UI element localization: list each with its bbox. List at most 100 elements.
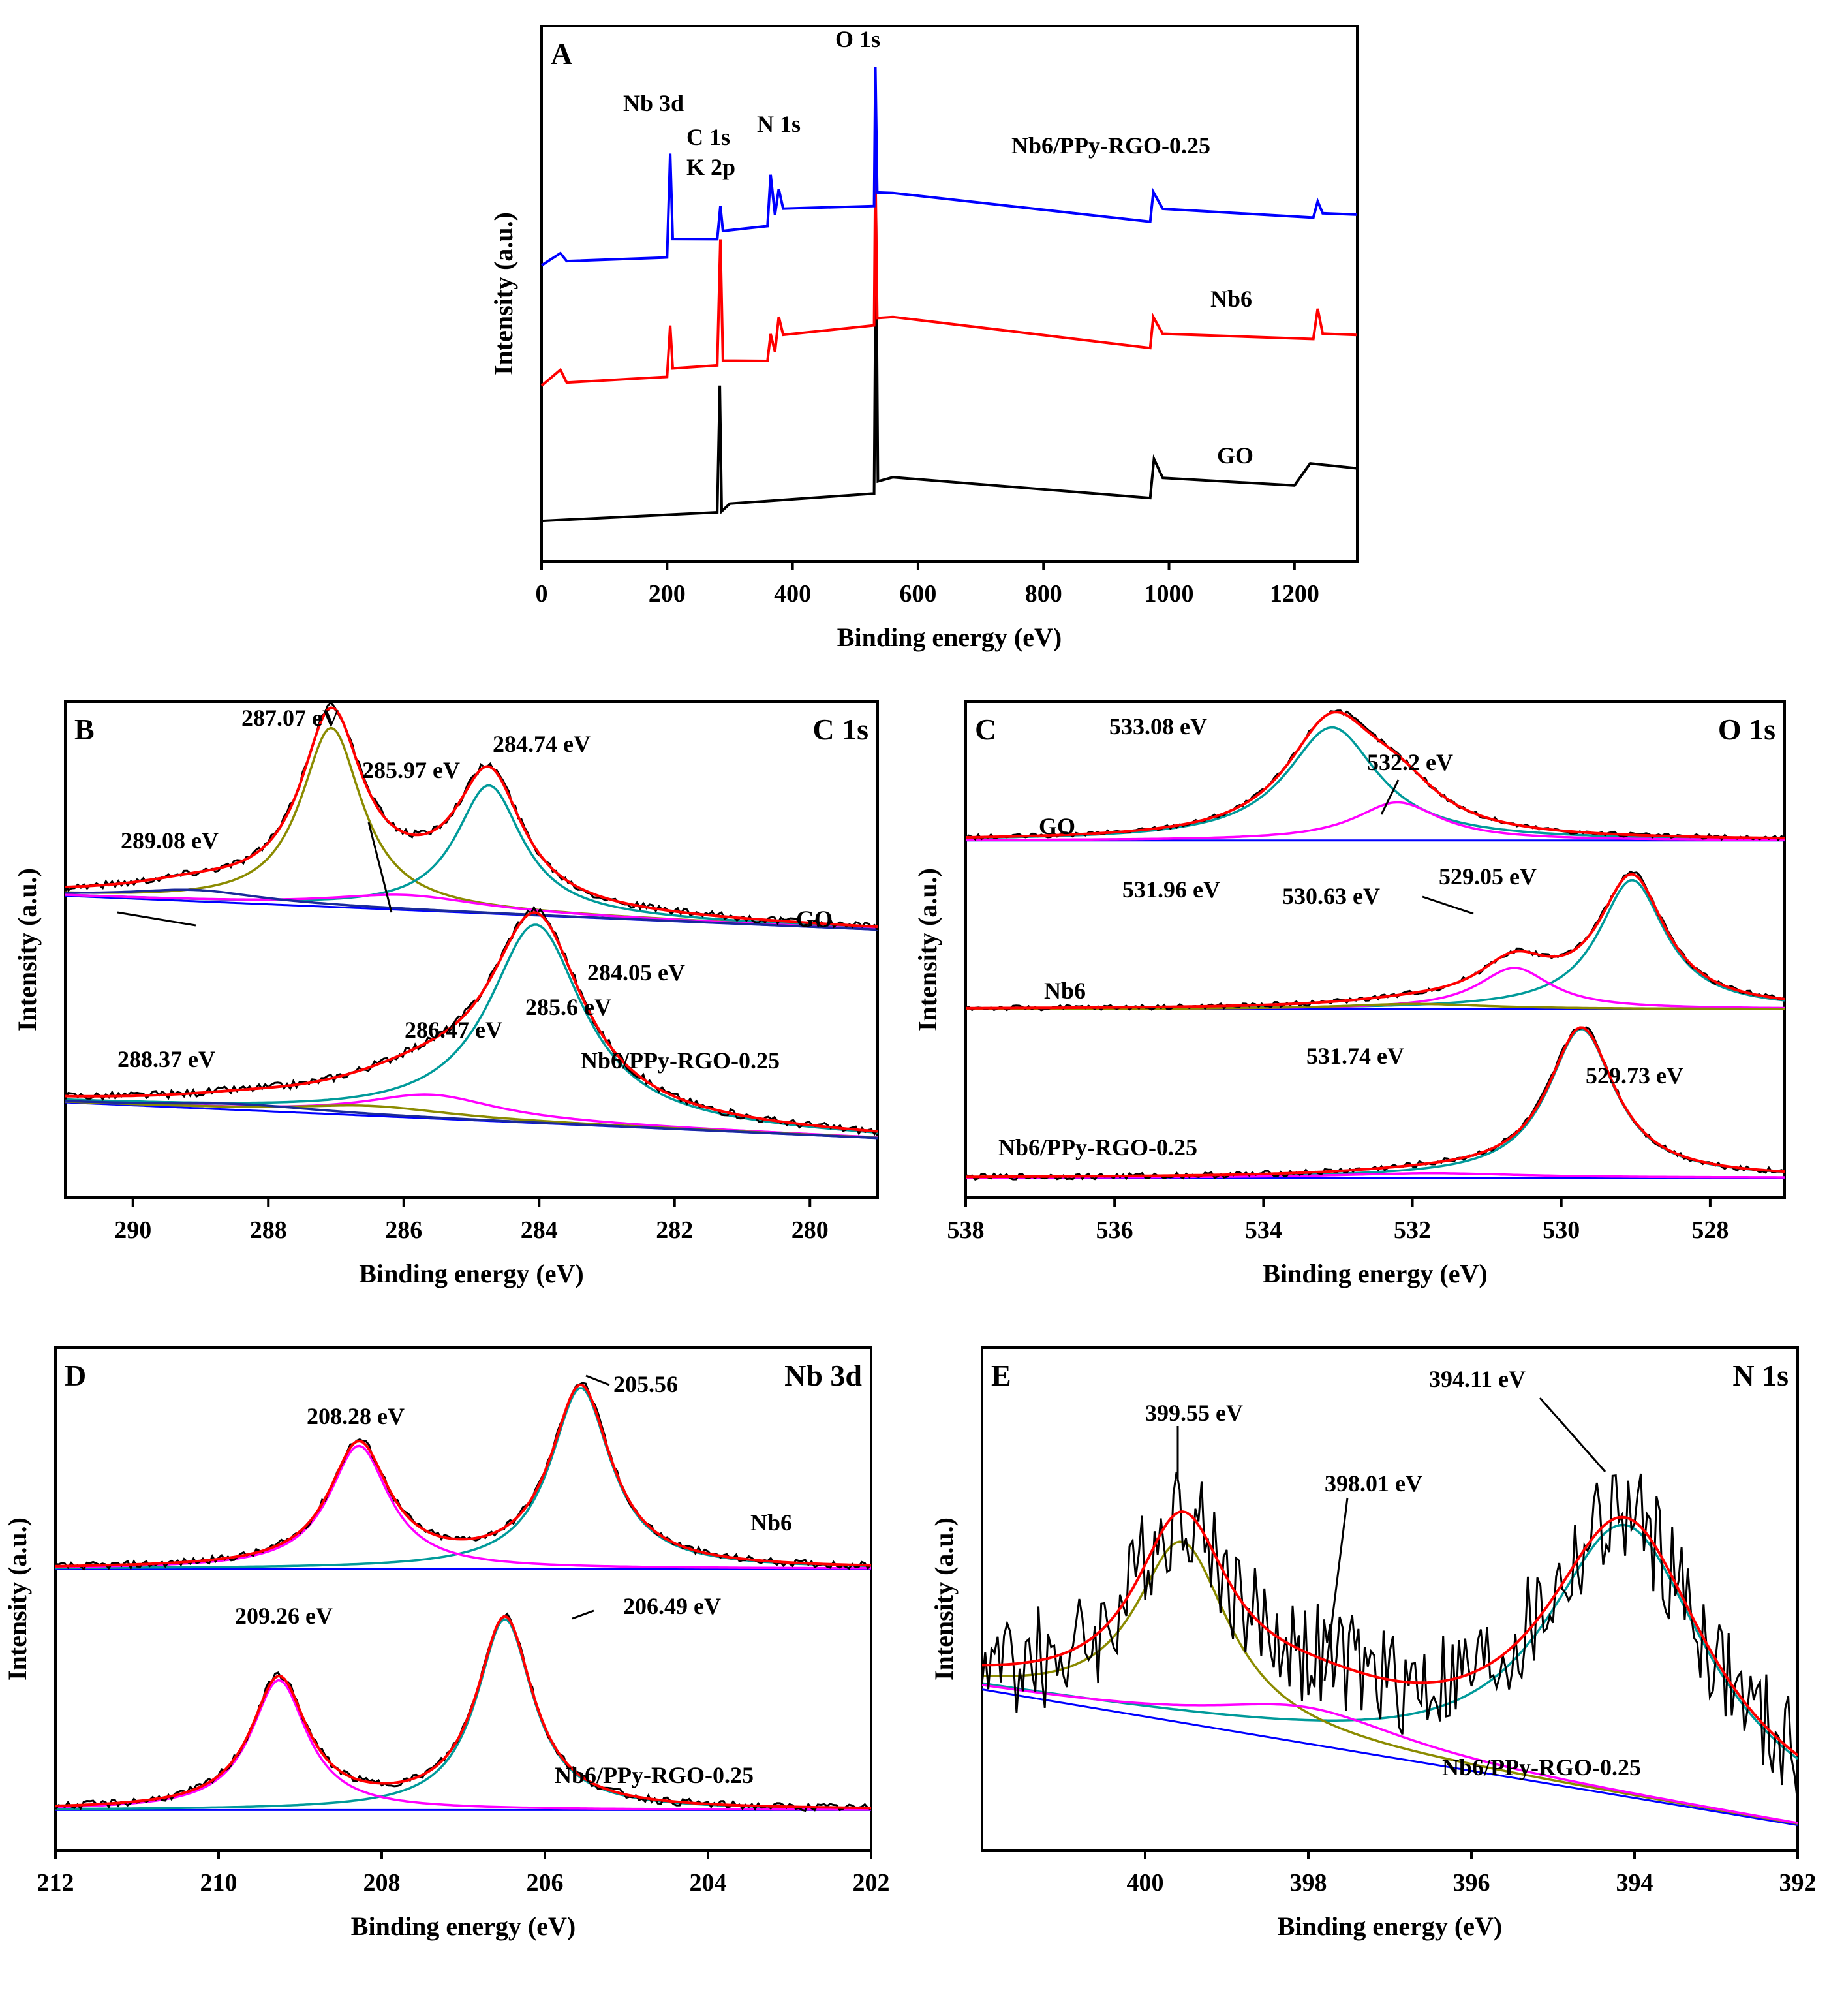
x-tick-label: 202 [853,1869,890,1897]
component-peak-533-08 [965,726,1785,840]
sample-label: Nb6/PPy-RGO-0.25 [555,1762,754,1788]
x-tick-label: 1200 [1270,580,1319,608]
x-axis-title: Binding energy (eV) [351,1912,576,1941]
panel-letter: E [991,1359,1011,1392]
label-leader [585,1374,610,1386]
x-tick-label: 394 [1616,1869,1653,1897]
peak-label: 208.28 eV [307,1403,405,1429]
y-axis-title: Intensity (a.u.) [913,868,942,1031]
label-leader [367,822,393,913]
peak-label: 529.05 eV [1439,863,1537,890]
peak-label: 205.56 [613,1371,678,1397]
x-tick-label: 538 [947,1217,985,1244]
plot-frame [964,700,1786,1199]
panel-d: 212 210 208 206 204 202 Binding energy (eV) Int… [3,1346,890,1941]
panel-c: 538 536 534 532 530 528 Binding energy (eV) Int… [913,700,1786,1288]
label-leader [1380,779,1400,815]
panel-a: 0 200 400 600 800 1000 1200 Binding energy (eV)… [489,25,1359,652]
component-peak-398-01 [981,1683,1798,1824]
peak-label: 531.96 eV [1122,876,1220,903]
survey-series-go [541,217,1358,523]
sample-label: Nb6 [750,1510,792,1536]
sample-label: Nb6/PPy-RGO-0.25 [998,1134,1197,1160]
label-leader [1422,895,1474,915]
peak-label: 529.73 eV [1586,1062,1683,1089]
x-tick-label: 536 [1096,1217,1133,1244]
sample-label: GO [1039,813,1075,839]
component-peak-284-74 [65,784,878,930]
label-leader [117,911,196,927]
x-tick-label: 206 [527,1869,564,1897]
x-tick-label: 212 [37,1869,74,1897]
peak-label: 532.2 eV [1367,749,1453,775]
component-peak-288-37 [65,1100,878,1140]
peak-label: 284.05 eV [587,959,685,985]
peak-annotation: O 1s [835,26,880,52]
component-peak-289-08 [65,888,878,931]
component-peak-208-28 [55,1444,871,1570]
peak-annotation: C 1s [686,124,730,150]
x-tick-label: 532 [1394,1217,1431,1244]
peak-label: 209.26 eV [235,1603,333,1629]
panel-letter: D [65,1359,86,1392]
peak-label: 530.63 eV [1282,883,1380,909]
x-axis-title: Binding energy (eV) [359,1259,583,1288]
peak-label: 285.6 eV [525,994,611,1020]
x-tick-label: 200 [649,580,686,608]
x-tick-label: 210 [200,1869,238,1897]
panel-b: 290 288 286 284 282 280 Binding energy (eV) Int… [12,700,879,1288]
x-tick-label: 600 [899,580,936,608]
fit-envelope [65,706,878,929]
peak-label: 399.55 eV [1145,1400,1243,1426]
peak-label: 285.97 eV [362,757,460,783]
x-tick-label: 286 [385,1217,422,1244]
component-peak-394-11 [981,1523,1799,1760]
x-tick-label: 398 [1290,1869,1327,1897]
peak-label: 398.01 eV [1325,1470,1422,1496]
x-tick-label: 204 [690,1869,727,1897]
label-leader [572,1609,594,1620]
peak-annotation: Nb 3d [623,90,684,116]
peak-label: 288.37 eV [117,1046,215,1072]
y-axis-title: Intensity (a.u.) [929,1517,959,1681]
survey-series-nb6 [540,166,1358,387]
x-axis-title: Binding energy (eV) [837,623,1062,652]
x-tick-label: 288 [250,1217,287,1244]
x-tick-label: 400 [774,580,811,608]
x-tick-label: 208 [363,1869,401,1897]
peak-label: 531.74 eV [1306,1043,1404,1069]
raw-spectrum [64,905,879,1136]
label-leader [1539,1397,1606,1472]
peak-annotation: Nb6 [1210,286,1252,312]
plot-frame [64,700,879,1199]
fit-envelope [55,1383,872,1568]
panel-e: 400 398 396 394 392 Binding energy (eV) Intens… [929,1346,1817,1941]
component-peak-532-2 [965,801,1785,841]
sample-label: Nb6/PPy-RGO-0.25 [581,1047,780,1074]
peak-label: 284.74 eV [493,731,591,757]
sample-label: Nb6/PPy-RGO-0.25 [1442,1754,1641,1780]
sample-label: Nb6 [1044,978,1086,1004]
peak-label: 206.49 eV [623,1593,721,1619]
peak-label: 286.47 eV [405,1017,502,1043]
x-tick-label: 284 [521,1217,558,1244]
plot-frame [981,1346,1799,1852]
x-tick-label: 290 [114,1217,151,1244]
baseline-curve [981,1688,1798,1826]
y-axis-title: Intensity (a.u.) [489,212,518,375]
x-tick-label: 280 [791,1217,829,1244]
y-axis-title: Intensity (a.u.) [12,868,42,1031]
panel-letter: B [74,713,95,746]
fit-envelope [982,1510,1799,1756]
x-tick-label: 396 [1453,1869,1490,1897]
panel-title: N 1s [1732,1359,1789,1392]
panel-letter: A [551,37,572,70]
fit-envelope [55,1615,872,1810]
plot-frame [54,1346,872,1852]
raw-spectrum [981,1472,1799,1803]
x-tick-label: 1000 [1145,580,1194,608]
survey-series-nb6-ppy-rgo-0-25 [540,66,1358,267]
x-tick-label: 400 [1127,1869,1164,1897]
y-axis-title: Intensity (a.u.) [3,1517,32,1681]
